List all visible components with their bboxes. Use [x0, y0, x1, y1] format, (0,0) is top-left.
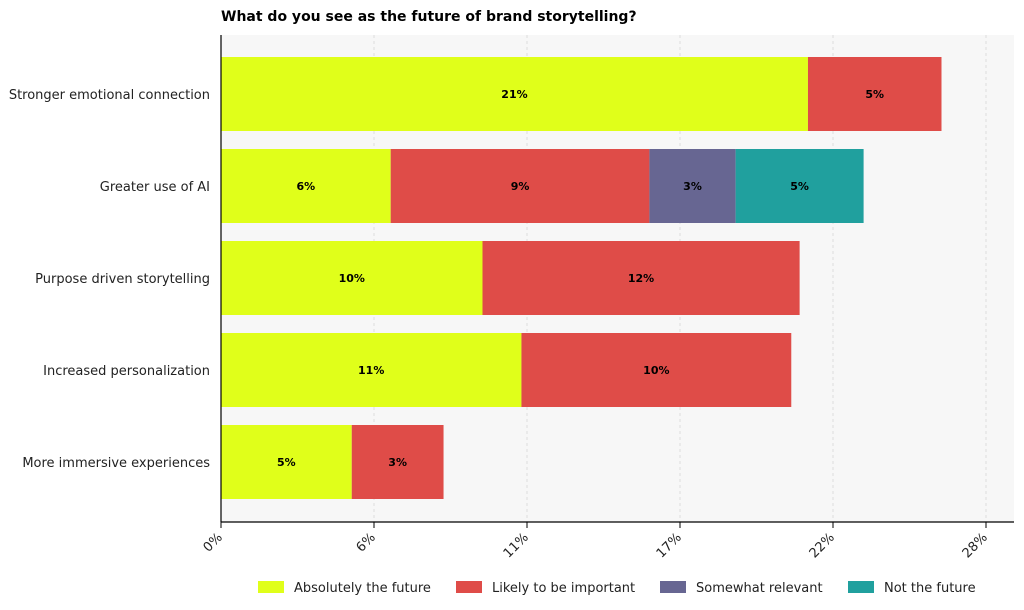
bar-segment [649, 149, 736, 223]
legend-swatch [258, 581, 284, 593]
bar-value-label: 10% [643, 364, 669, 377]
bar-segment [351, 425, 444, 499]
bar-value-label: 11% [358, 364, 384, 377]
bar-segment [521, 333, 792, 407]
bar-segment [482, 241, 800, 315]
legend-label: Absolutely the future [294, 581, 431, 596]
bar-segment [807, 57, 942, 131]
legend-swatch [848, 581, 874, 593]
x-tick-label: 11% [501, 530, 532, 561]
category-label: Purpose driven storytelling [35, 272, 210, 287]
category-label: Stronger emotional connection [9, 88, 210, 103]
chart-title: What do you see as the future of brand s… [221, 9, 637, 25]
x-tick-label: 6% [354, 530, 379, 555]
bar-segment [221, 333, 522, 407]
bar-segment [221, 425, 352, 499]
bar-segment [390, 149, 650, 223]
bar-value-label: 5% [790, 180, 809, 193]
bar-segment [735, 149, 864, 223]
x-tick-label: 28% [960, 530, 991, 561]
bar-value-label: 12% [628, 272, 654, 285]
bar-segment [221, 241, 483, 315]
bar-segment [221, 57, 808, 131]
bar-segment [221, 149, 391, 223]
legend-label: Somewhat relevant [696, 581, 823, 596]
legend-swatch [456, 581, 482, 593]
bar-value-label: 5% [277, 456, 296, 469]
x-tick-label: 17% [654, 530, 685, 561]
bar-value-label: 9% [511, 180, 530, 193]
bar-value-label: 21% [501, 88, 527, 101]
x-tick-label: 22% [807, 530, 838, 561]
legend-swatch [660, 581, 686, 593]
x-tick-label: 0% [201, 530, 226, 555]
bar-value-label: 5% [865, 88, 884, 101]
bar-value-label: 3% [388, 456, 407, 469]
legend-label: Not the future [884, 581, 976, 596]
legend-label: Likely to be important [492, 581, 635, 596]
category-label: Greater use of AI [100, 180, 210, 195]
category-label: Increased personalization [43, 364, 210, 379]
bar-value-label: 6% [297, 180, 316, 193]
bar-value-label: 10% [339, 272, 365, 285]
category-label: More immersive experiences [22, 456, 210, 471]
bar-value-label: 3% [683, 180, 702, 193]
